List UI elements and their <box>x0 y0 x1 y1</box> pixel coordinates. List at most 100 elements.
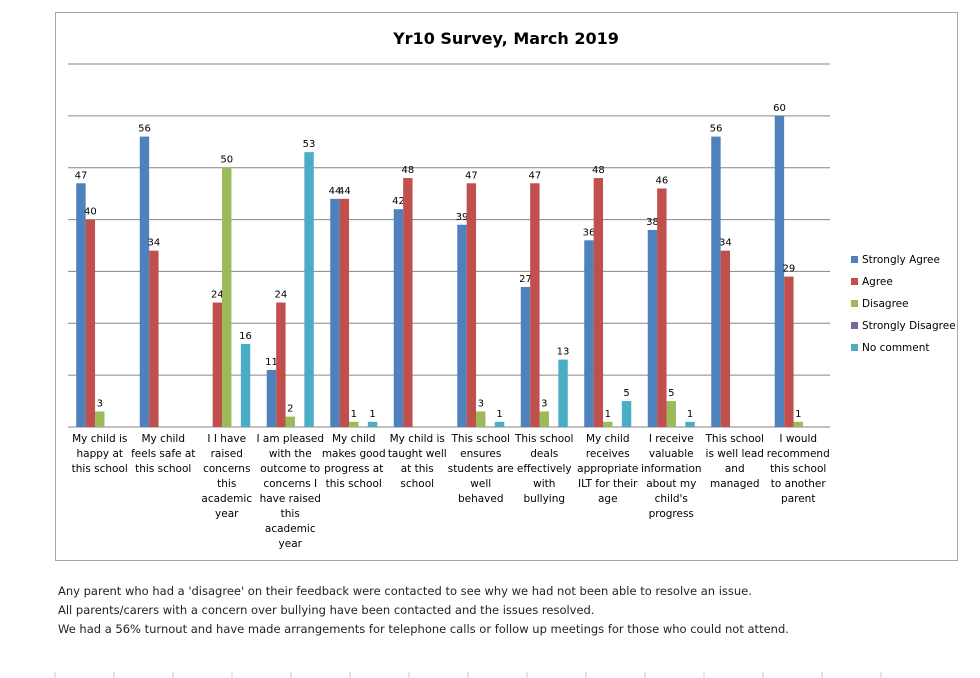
data-label: 1 <box>496 409 502 420</box>
data-label: 27 <box>519 274 532 285</box>
category-label-line: this school <box>135 463 191 475</box>
bar <box>367 421 378 427</box>
data-label: 3 <box>541 398 547 409</box>
bar <box>403 178 413 427</box>
category-label-line: This school <box>514 433 573 445</box>
category-label-line: taught well <box>388 448 447 460</box>
category-label: My child is happy at this school <box>72 433 128 475</box>
category-label: I receive valuable information about my chil… <box>641 433 702 520</box>
category-label-line: makes good <box>322 448 386 460</box>
category-label-line: this school <box>770 463 826 475</box>
data-label: 16 <box>239 331 252 342</box>
category-label-line: I am pleased <box>256 433 324 445</box>
legend-label: Strongly Agree <box>862 254 940 266</box>
notes: Any parent who had a 'disagree' on their… <box>58 582 789 639</box>
bar <box>285 416 295 427</box>
legend-swatch <box>851 344 858 351</box>
data-label: 1 <box>369 409 375 420</box>
category-label: I I have raised concerns this academic year <box>201 433 252 520</box>
note-3: We had a 56% turnout and have made arran… <box>58 622 789 636</box>
data-label: 47 <box>528 170 541 181</box>
data-label: 50 <box>220 155 233 166</box>
bar <box>476 411 486 427</box>
bar <box>711 136 721 427</box>
bar <box>149 250 159 427</box>
data-label: 3 <box>478 398 484 409</box>
category-label-line: with <box>533 478 555 490</box>
bar <box>720 250 731 427</box>
category-label-line: deals <box>530 448 558 460</box>
category-label-line: effectively <box>517 463 572 475</box>
data-label: 24 <box>211 290 224 301</box>
data-label: 46 <box>655 175 668 186</box>
category-label-line: concerns I <box>263 478 317 490</box>
category-label-line: My child is <box>390 433 445 445</box>
chart-title: Yr10 Survey, March 2019 <box>392 29 619 48</box>
bar <box>784 276 794 427</box>
category-label-line: feels safe at <box>131 448 195 460</box>
category-label: This school deals effectively with bullying <box>514 433 573 505</box>
category-label-line: is well lead <box>706 448 764 460</box>
category-label-line: year <box>279 538 303 550</box>
bar <box>774 115 785 427</box>
data-label: 47 <box>465 170 478 181</box>
data-label: 34 <box>719 238 732 249</box>
category-label-line: This school <box>451 433 510 445</box>
data-label: 53 <box>303 139 316 150</box>
category-label-line: outcome to <box>260 463 320 475</box>
bar <box>520 286 531 427</box>
bar <box>666 401 676 427</box>
category-label-line: happy at <box>76 448 123 460</box>
bottom-ruler <box>54 672 882 678</box>
category-label-line: My child is <box>72 433 127 445</box>
category-label: My child is taught well at this school <box>388 433 447 490</box>
bar <box>393 209 404 427</box>
bar-chart: Yr10 Survey, March 201947561144423927363… <box>68 29 956 550</box>
category-label-line: receives <box>586 448 630 460</box>
data-label: 56 <box>710 124 723 135</box>
category-label-line: students are <box>448 463 514 475</box>
data-label: 13 <box>557 347 570 358</box>
data-label: 1 <box>605 409 611 420</box>
bar <box>212 302 223 427</box>
category-label-line: academic <box>265 523 316 535</box>
legend-label: Disagree <box>862 298 909 310</box>
data-label: 48 <box>401 165 414 176</box>
category-label-line: this <box>217 478 236 490</box>
category-label: This school ensures students are well behave… <box>448 433 514 505</box>
category-label-line: this school <box>72 463 128 475</box>
data-label: 38 <box>646 217 659 228</box>
data-label: 5 <box>623 388 629 399</box>
data-label: 44 <box>329 186 342 197</box>
bar <box>330 198 340 427</box>
data-label: 39 <box>456 212 469 223</box>
data-label: 48 <box>592 165 605 176</box>
bar <box>685 421 695 427</box>
data-label: 42 <box>392 196 405 207</box>
category-label: I would recommend this school to another par… <box>767 433 830 505</box>
category-label-line: progress at <box>324 463 383 475</box>
category-label: My child receives appropriate ILT for their… <box>577 433 638 505</box>
data-label: 3 <box>97 398 103 409</box>
data-label: 5 <box>668 388 674 399</box>
category-label-line: at this <box>401 463 434 475</box>
bar <box>584 240 594 427</box>
category-label-line: bullying <box>523 493 565 505</box>
note-2: All parents/carers with a concern over b… <box>58 603 595 617</box>
category-label-line: appropriate <box>577 463 638 475</box>
legend-swatch <box>851 256 858 263</box>
bar <box>466 183 477 427</box>
category-label-line: year <box>215 508 239 520</box>
category-label-line: raised <box>211 448 243 460</box>
bar <box>139 136 150 427</box>
bar <box>222 167 232 427</box>
data-label: 11 <box>265 357 278 368</box>
data-label: 2 <box>287 404 293 415</box>
bar <box>603 421 613 427</box>
category-label-line: My child <box>332 433 376 445</box>
bar <box>494 421 505 427</box>
note-1: Any parent who had a 'disagree' on their… <box>58 584 752 598</box>
bar <box>457 224 467 427</box>
category-label-line: information <box>641 463 702 475</box>
legend-label: Agree <box>862 276 893 288</box>
